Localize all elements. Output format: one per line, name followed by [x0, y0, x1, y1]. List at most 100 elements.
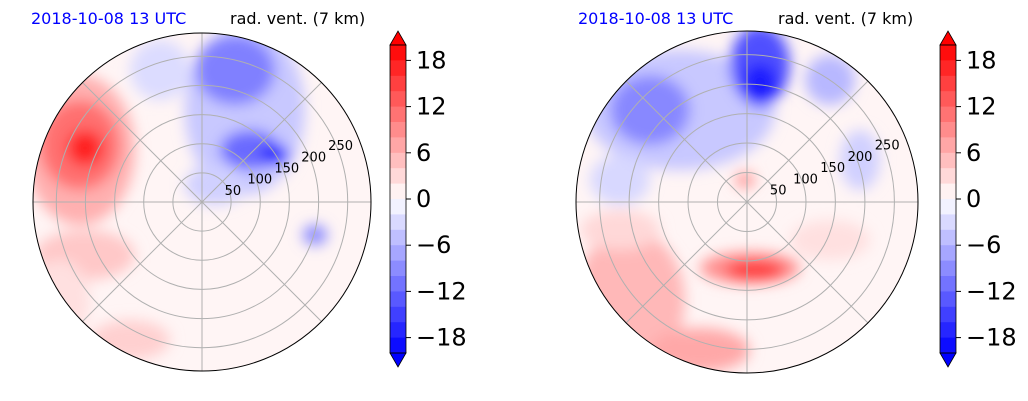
colorbar-level [940, 183, 956, 200]
field-blob [650, 328, 750, 372]
field-blob [580, 210, 660, 250]
azimuth-spoke [201, 201, 322, 322]
colorbar-level [390, 75, 406, 92]
plot-border [32, 32, 372, 372]
colorbar-level [390, 106, 406, 123]
colorbar-level [390, 168, 406, 184]
colorbar-level [390, 183, 406, 200]
colorbar-tick-label: 6 [966, 139, 981, 167]
field-blob [33, 260, 90, 340]
colorbar-level [390, 276, 406, 292]
panel-variable-title: rad. vent. (7 km) [230, 9, 365, 28]
colorbar-level [940, 75, 956, 92]
colorbar-level [390, 337, 406, 354]
colorbar-level [940, 122, 956, 138]
colorbar-level [940, 152, 956, 169]
colorbar-extend-min [389, 352, 407, 368]
azimuth-spoke [82, 82, 203, 203]
colorbar-tick-label: 18 [966, 46, 997, 74]
colorbar-extend-max [389, 30, 407, 46]
colorbar-tick-label: 0 [966, 185, 981, 213]
azimuth-spoke [625, 80, 748, 203]
polar-grid [33, 33, 371, 371]
colorbar: 18 12 6 0 −6 −12 −18 [389, 30, 467, 368]
range-ring-label: 150 [274, 162, 299, 177]
colorbar-level [390, 91, 406, 107]
colorbar-level [940, 137, 956, 154]
azimuth-spoke [746, 80, 869, 203]
colorbar-level [390, 291, 406, 308]
azimuth-spoke [625, 201, 748, 324]
colorbar-level [390, 214, 406, 231]
colorbar-level [390, 122, 406, 138]
colorbar-level [390, 306, 406, 323]
colorbar-tick-label: 6 [416, 139, 431, 167]
field-blob [790, 220, 870, 260]
range-ring-label: 200 [848, 150, 873, 165]
colorbar-tick-label: 12 [416, 93, 447, 121]
colorbar-level [940, 245, 956, 261]
field-blob [610, 75, 690, 145]
colorbar-level [940, 214, 956, 231]
colorbar-level [940, 337, 956, 354]
field-blob [261, 145, 289, 165]
field-blob [303, 225, 327, 245]
range-ring-label: 250 [875, 139, 900, 154]
azimuth-spoke [201, 82, 322, 203]
field-blob [130, 40, 190, 100]
field-blob [735, 172, 755, 188]
polar-grid [576, 31, 918, 373]
field-blob [590, 155, 650, 205]
panel-date-title: 2018-10-08 13 UTC [578, 9, 733, 28]
colorbar-level [940, 276, 956, 292]
radar-panel: 2018-10-08 13 UTC rad. vent. (7 km) [575, 9, 1017, 374]
field-blob [195, 35, 275, 105]
range-ring-label: 250 [328, 139, 353, 154]
colorbar-tick-label: 0 [416, 185, 431, 213]
range-ring-label: 100 [793, 172, 818, 187]
colorbar-tick-label: −6 [966, 231, 1001, 259]
colorbar-level [940, 291, 956, 308]
radar-panel: 2018-10-08 13 UTC rad. vent. (7 km) [31, 9, 467, 372]
colorbar-level [940, 60, 956, 77]
azimuth-spoke [746, 201, 869, 324]
range-ring-label: 200 [301, 150, 326, 165]
colorbar-level [940, 229, 956, 246]
colorbar-level [390, 322, 406, 338]
plot-border [575, 30, 919, 374]
colorbar-level [940, 322, 956, 338]
field-blob [90, 320, 170, 360]
colorbar-level [940, 91, 956, 107]
range-ring-label: 50 [770, 184, 787, 199]
colorbar-tick-label: −12 [966, 277, 1017, 305]
panel-variable-title: rad. vent. (7 km) [778, 9, 913, 28]
panel-date-title: 2018-10-08 13 UTC [31, 9, 186, 28]
azimuth-spoke [82, 201, 203, 322]
range-ring-label: 100 [247, 173, 272, 188]
colorbar-level [940, 106, 956, 123]
colorbar-level [390, 260, 406, 277]
colorbar-level [390, 199, 406, 215]
colorbar-extend-max [939, 30, 957, 46]
colorbar-level [390, 152, 406, 169]
colorbar-level [390, 245, 406, 261]
colorbar-level [940, 306, 956, 323]
colorbar-level [940, 45, 956, 61]
colorbar-tick-label: −6 [416, 231, 451, 259]
colorbar-level [390, 137, 406, 154]
colorbar-level [390, 229, 406, 246]
colorbar-level [940, 260, 956, 277]
colorbar-extend-min [939, 352, 957, 368]
colorbar-tick-label: −18 [966, 324, 1017, 352]
range-ring-label: 50 [225, 184, 242, 199]
range-ring-label: 150 [820, 161, 845, 176]
colorbar: 18 12 6 0 −6 −12 −18 [939, 30, 1017, 368]
colorbar-tick-label: −18 [416, 324, 467, 352]
colorbar-level [390, 45, 406, 61]
colorbar-tick-label: −12 [416, 277, 467, 305]
